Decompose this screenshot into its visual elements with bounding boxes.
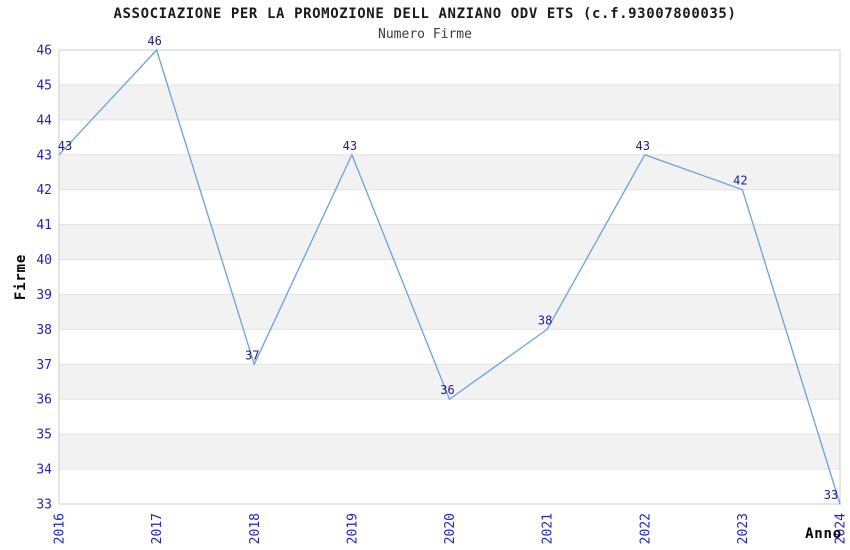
chart-subtitle: Numero Firme	[378, 27, 472, 42]
y-tick-label: 44	[36, 113, 52, 128]
x-axis-label: Anno	[805, 526, 842, 542]
chart-title: ASSOCIAZIONE PER LA PROMOZIONE DELL ANZI…	[113, 6, 737, 22]
y-tick-label: 45	[36, 78, 52, 93]
x-tick-label: 2020	[443, 513, 458, 544]
data-point-label: 46	[147, 34, 161, 48]
data-point-label: 43	[343, 139, 357, 153]
data-point-label: 43	[58, 139, 72, 153]
data-point-label: 43	[636, 139, 650, 153]
y-tick-label: 35	[36, 428, 52, 443]
y-tick-label: 38	[36, 323, 52, 338]
y-tick-label: 42	[36, 183, 52, 198]
y-tick-label: 40	[36, 253, 52, 268]
grid-band	[59, 434, 840, 470]
data-point-label: 38	[538, 313, 552, 327]
x-tick-label: 2019	[345, 513, 360, 544]
y-tick-label: 36	[36, 393, 52, 408]
y-tick-label: 33	[36, 498, 52, 513]
grid-band	[59, 294, 840, 330]
x-tick-label: 2016	[53, 513, 68, 544]
data-point-label: 33	[824, 488, 838, 502]
y-tick-label: 43	[36, 148, 52, 163]
grid-band	[59, 84, 840, 120]
data-point-label: 42	[733, 174, 747, 188]
y-tick-label: 37	[36, 358, 52, 373]
grid-band	[59, 364, 840, 400]
y-axis-label: Firme	[13, 254, 29, 300]
series-line	[58, 49, 841, 505]
x-tick-label: 2024	[834, 513, 849, 544]
x-tick-label: 2021	[541, 513, 556, 544]
x-tick-label: 2017	[150, 513, 165, 544]
y-tick-label: 41	[36, 218, 52, 233]
x-tick-label: 2022	[638, 513, 653, 544]
plot-border	[58, 49, 841, 505]
y-tick-label: 46	[36, 44, 52, 59]
y-tick-label: 34	[36, 463, 52, 478]
grid-band	[59, 154, 840, 190]
x-tick-label: 2023	[736, 513, 751, 544]
grid-band	[59, 224, 840, 260]
y-tick-label: 39	[36, 288, 52, 303]
x-tick-label: 2018	[248, 513, 263, 544]
data-point-label: 37	[245, 348, 259, 362]
data-point-label: 36	[440, 383, 454, 397]
